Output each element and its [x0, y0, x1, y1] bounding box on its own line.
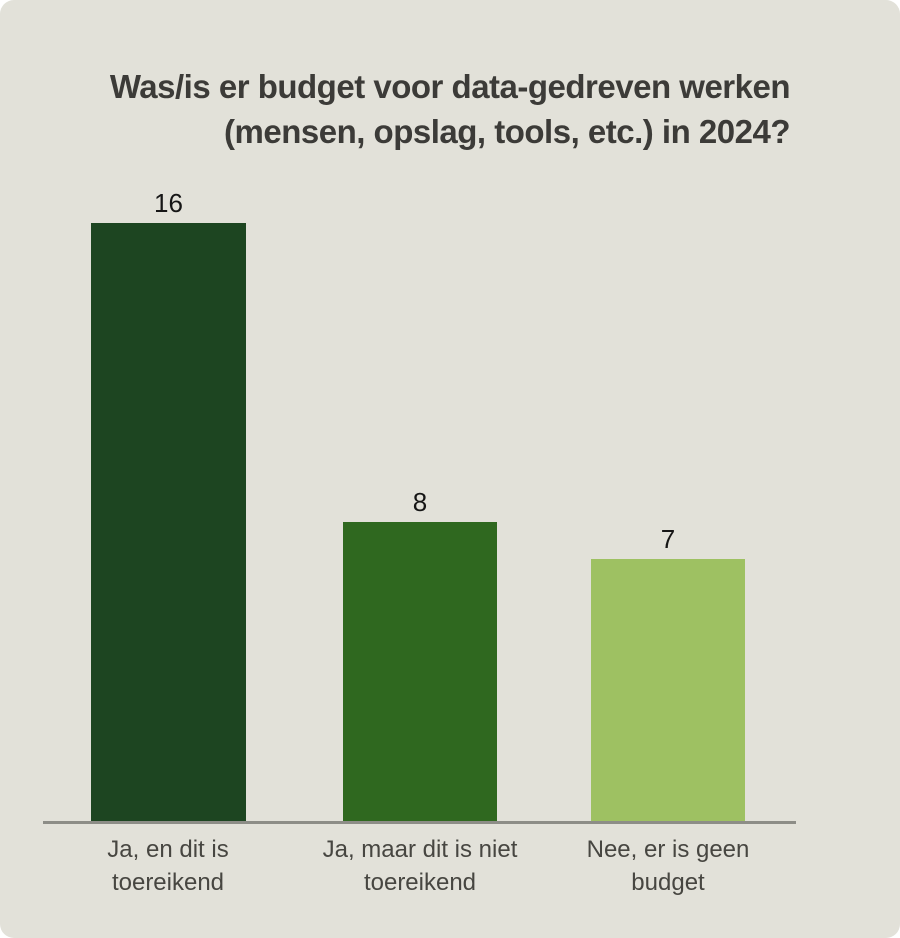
- bar-geen-budget: [591, 559, 745, 821]
- bar-ja-niet-toereikend: [343, 522, 497, 821]
- bar-group-geen-budget: 7: [591, 526, 745, 821]
- x-axis-label-line: toereikend: [111, 869, 225, 896]
- bar-ja-toereikend: [91, 223, 246, 821]
- chart-title: Was/is er budget voor data-gedreven werk…: [109, 64, 791, 154]
- bar-value-label: 16: [154, 188, 183, 218]
- x-axis-label-ja-toereikend: Ja, en dit is toereikend: [38, 833, 298, 899]
- x-axis-label-line: budget: [631, 869, 705, 896]
- x-axis-label-line: Ja, maar dit is niet: [322, 836, 518, 863]
- x-axis-label-line: toereikend: [363, 869, 477, 896]
- x-axis-label-geen-budget: Nee, er is geen budget: [538, 833, 798, 899]
- x-axis-label-line: Ja, en dit is: [107, 836, 229, 863]
- chart-title-line-2: (mensen, opslag, tools, etc.) in 2024?: [224, 113, 790, 150]
- bar-group-ja-niet-toereikend: 8: [343, 489, 497, 821]
- bar-value-label: 8: [412, 487, 428, 517]
- x-axis-line: [43, 821, 796, 824]
- x-axis-label-line: Nee, er is geen: [586, 836, 750, 863]
- x-axis-label-ja-niet-toereikend: Ja, maar dit is niet toereikend: [290, 833, 550, 899]
- bar-value-label: 7: [660, 524, 676, 554]
- chart-title-line-1: Was/is er budget voor data-gedreven werk…: [109, 68, 791, 105]
- bar-group-ja-toereikend: 16: [91, 190, 246, 821]
